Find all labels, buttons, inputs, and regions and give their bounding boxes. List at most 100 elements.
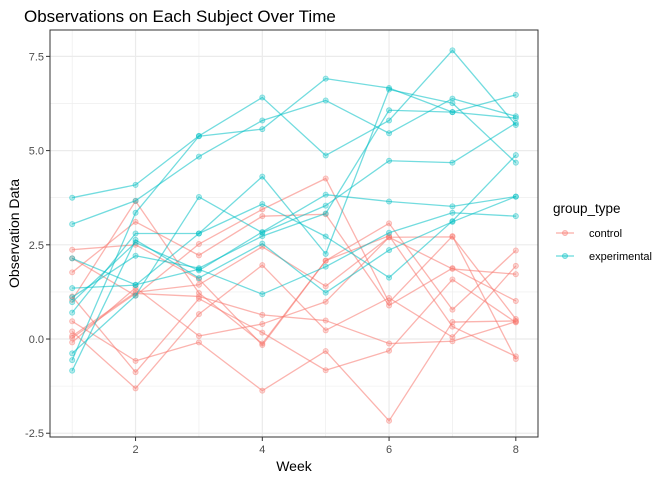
data-point	[386, 417, 393, 424]
data-point	[259, 201, 266, 208]
data-point	[259, 342, 266, 349]
data-point	[259, 117, 266, 124]
series-experimental-20	[69, 191, 519, 306]
legend-item-control: control	[556, 228, 622, 240]
data-point	[259, 311, 266, 318]
data-point	[259, 320, 266, 327]
data-point	[69, 299, 76, 306]
series-line	[71, 278, 517, 373]
data-point	[322, 233, 329, 240]
x-tick-label: 2	[132, 444, 138, 456]
data-point	[449, 306, 456, 313]
data-point	[195, 293, 202, 300]
data-point	[195, 241, 202, 248]
data-point	[322, 75, 329, 82]
x-axis: 2 4 6 8	[132, 437, 519, 456]
series-control-9	[69, 233, 519, 340]
data-point	[195, 339, 202, 346]
data-point	[259, 233, 266, 240]
data-point	[69, 194, 76, 201]
series-control-1	[69, 262, 519, 392]
data-point	[322, 175, 329, 182]
data-point	[259, 228, 266, 235]
data-point	[132, 181, 139, 188]
y-tick-label: -2.5	[25, 428, 44, 440]
data-point	[386, 234, 393, 241]
data-point	[512, 193, 519, 200]
data-point	[195, 311, 202, 318]
data-point	[449, 338, 456, 345]
data-point	[69, 246, 76, 253]
y-axis-title: Observation Data	[6, 179, 22, 288]
data-point	[69, 221, 76, 228]
data-point	[322, 283, 329, 290]
series-line	[71, 195, 517, 371]
data-point	[386, 130, 393, 137]
data-point	[259, 126, 266, 133]
data-point	[386, 299, 393, 306]
data-point	[322, 202, 329, 209]
data-point	[259, 213, 266, 220]
data-point	[449, 334, 456, 341]
legend-items: control experimental	[556, 228, 652, 263]
series-line	[71, 77, 516, 361]
data-point	[512, 247, 519, 254]
data-point	[322, 257, 329, 264]
series-line	[72, 154, 517, 289]
series-line	[71, 88, 517, 314]
series-control-7	[69, 290, 519, 347]
legend-item-experimental: experimental	[556, 251, 652, 263]
data-point	[132, 218, 139, 225]
series-line	[71, 320, 516, 422]
y-axis: -2.5 0.0 2.5 5.0 7.5	[25, 51, 50, 440]
data-point	[259, 262, 266, 269]
series-line	[72, 222, 517, 346]
data-point	[69, 357, 76, 364]
series-line	[71, 122, 517, 354]
data-point	[195, 333, 202, 340]
data-point	[512, 120, 519, 127]
data-point	[195, 274, 202, 281]
data-point	[132, 230, 139, 237]
data-point	[259, 240, 266, 247]
data-point	[386, 220, 393, 227]
data-point	[69, 255, 76, 262]
data-point	[322, 152, 329, 159]
data-point	[69, 367, 76, 374]
data-point	[512, 316, 519, 323]
data-point	[69, 309, 76, 316]
plot-panel	[50, 30, 538, 437]
series-line	[71, 236, 517, 337]
data-point	[259, 173, 266, 180]
x-tick-label: 4	[259, 444, 265, 456]
series-control-8	[69, 234, 519, 346]
y-tick-label: 7.5	[29, 51, 44, 63]
series-control-2	[69, 276, 519, 376]
data-point	[69, 294, 76, 301]
legend-key-point	[562, 252, 569, 259]
data-point	[195, 281, 202, 288]
series-line	[71, 177, 517, 360]
data-point	[512, 115, 519, 122]
legend-label: control	[589, 228, 622, 240]
data-point	[386, 247, 393, 254]
data-point	[69, 328, 76, 335]
legend-title: group_type	[553, 201, 621, 216]
data-point	[322, 97, 329, 104]
data-point	[449, 47, 456, 54]
data-point	[322, 191, 329, 198]
data-point	[322, 367, 329, 374]
data-point	[449, 233, 456, 240]
data-point	[449, 209, 456, 216]
series-control-5	[69, 317, 519, 424]
data-point	[322, 317, 329, 324]
data-point	[322, 263, 329, 270]
data-point	[512, 318, 519, 325]
data-point	[322, 210, 329, 217]
series-experimental-16	[69, 152, 519, 292]
data-point	[69, 318, 76, 325]
series-experimental-17	[69, 75, 519, 364]
data-point	[449, 276, 456, 283]
data-point	[132, 282, 139, 289]
